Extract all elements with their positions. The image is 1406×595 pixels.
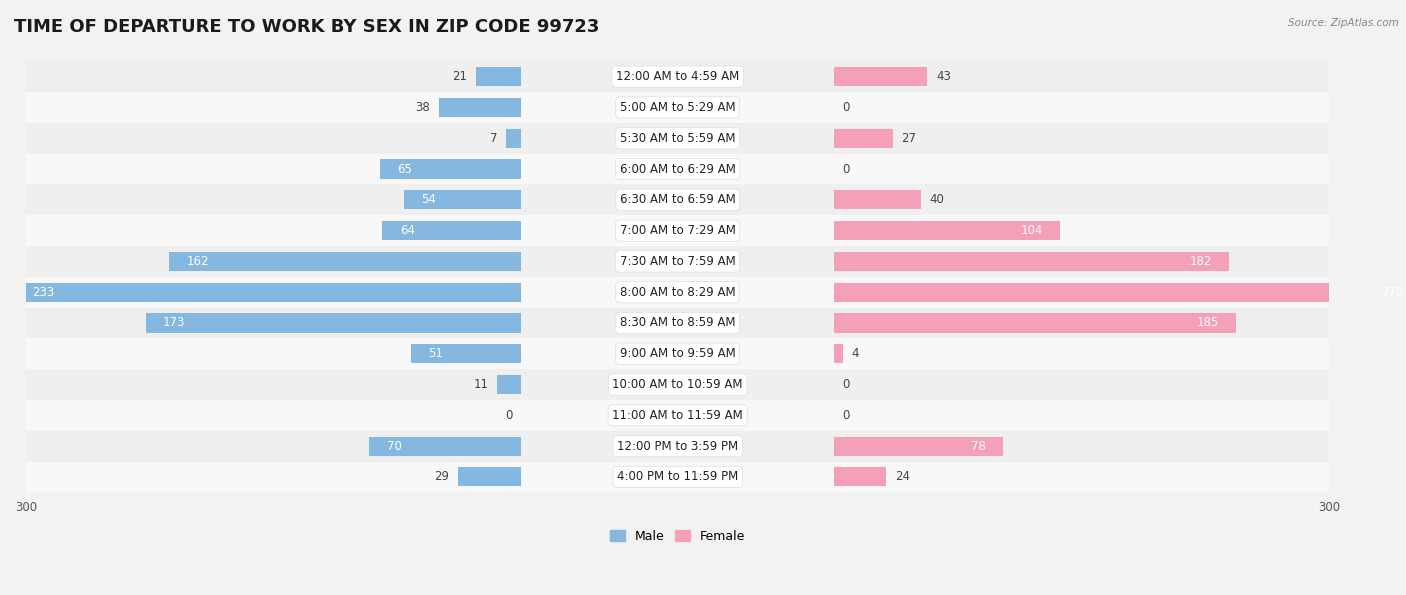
Text: 270: 270 — [1381, 286, 1403, 299]
Text: 0: 0 — [505, 409, 513, 422]
Text: 173: 173 — [163, 317, 186, 330]
Text: 64: 64 — [399, 224, 415, 237]
Text: 185: 185 — [1197, 317, 1219, 330]
Text: 8:30 AM to 8:59 AM: 8:30 AM to 8:59 AM — [620, 317, 735, 330]
Text: TIME OF DEPARTURE TO WORK BY SEX IN ZIP CODE 99723: TIME OF DEPARTURE TO WORK BY SEX IN ZIP … — [14, 18, 599, 36]
Text: 21: 21 — [451, 70, 467, 83]
Text: 54: 54 — [422, 193, 436, 206]
Bar — [834, 345, 842, 364]
Bar — [458, 468, 522, 487]
Text: 11:00 AM to 11:59 AM: 11:00 AM to 11:59 AM — [612, 409, 742, 422]
Bar — [146, 314, 522, 333]
Legend: Male, Female: Male, Female — [605, 525, 751, 548]
Text: 65: 65 — [398, 162, 412, 176]
Bar — [27, 400, 1329, 431]
Text: 29: 29 — [434, 471, 450, 483]
Bar — [370, 437, 522, 456]
Text: 9:00 AM to 9:59 AM: 9:00 AM to 9:59 AM — [620, 347, 735, 360]
Bar — [411, 345, 522, 364]
Bar — [15, 283, 522, 302]
Text: 0: 0 — [842, 409, 851, 422]
Text: 0: 0 — [842, 101, 851, 114]
Bar — [27, 339, 1329, 369]
Bar — [834, 190, 921, 209]
Text: 78: 78 — [972, 440, 986, 453]
Bar — [834, 67, 928, 86]
Bar — [475, 67, 522, 86]
Bar — [27, 277, 1329, 308]
Text: 11: 11 — [474, 378, 489, 391]
Text: 0: 0 — [842, 378, 851, 391]
Bar — [27, 462, 1329, 492]
Bar — [27, 308, 1329, 339]
Bar — [27, 123, 1329, 154]
Bar — [27, 184, 1329, 215]
Text: 51: 51 — [427, 347, 443, 360]
Text: 162: 162 — [187, 255, 209, 268]
Bar — [27, 369, 1329, 400]
Text: 8:00 AM to 8:29 AM: 8:00 AM to 8:29 AM — [620, 286, 735, 299]
Text: 4:00 PM to 11:59 PM: 4:00 PM to 11:59 PM — [617, 471, 738, 483]
Bar — [27, 246, 1329, 277]
Text: 6:00 AM to 6:29 AM: 6:00 AM to 6:29 AM — [620, 162, 735, 176]
Text: 7:30 AM to 7:59 AM: 7:30 AM to 7:59 AM — [620, 255, 735, 268]
Bar — [404, 190, 522, 209]
Text: 38: 38 — [415, 101, 430, 114]
Bar — [439, 98, 522, 117]
Text: 12:00 PM to 3:59 PM: 12:00 PM to 3:59 PM — [617, 440, 738, 453]
Text: 6:30 AM to 6:59 AM: 6:30 AM to 6:59 AM — [620, 193, 735, 206]
Text: 5:30 AM to 5:59 AM: 5:30 AM to 5:59 AM — [620, 131, 735, 145]
Bar — [834, 129, 893, 148]
Bar — [834, 437, 1004, 456]
Text: 24: 24 — [894, 471, 910, 483]
Bar — [834, 221, 1060, 240]
Text: 0: 0 — [842, 162, 851, 176]
Bar — [27, 215, 1329, 246]
Bar — [27, 431, 1329, 462]
Text: 7:00 AM to 7:29 AM: 7:00 AM to 7:29 AM — [620, 224, 735, 237]
Text: 43: 43 — [936, 70, 950, 83]
Text: 27: 27 — [901, 131, 917, 145]
Bar — [506, 129, 522, 148]
Text: 10:00 AM to 10:59 AM: 10:00 AM to 10:59 AM — [613, 378, 742, 391]
Bar — [382, 221, 522, 240]
Bar — [27, 154, 1329, 184]
Bar — [834, 468, 886, 487]
Text: Source: ZipAtlas.com: Source: ZipAtlas.com — [1288, 18, 1399, 28]
Text: 70: 70 — [387, 440, 402, 453]
Text: 104: 104 — [1021, 224, 1043, 237]
Bar — [834, 283, 1406, 302]
Text: 7: 7 — [489, 131, 498, 145]
Text: 233: 233 — [32, 286, 55, 299]
Text: 5:00 AM to 5:29 AM: 5:00 AM to 5:29 AM — [620, 101, 735, 114]
Text: 12:00 AM to 4:59 AM: 12:00 AM to 4:59 AM — [616, 70, 740, 83]
Bar — [169, 252, 522, 271]
Bar — [498, 375, 522, 394]
Text: 4: 4 — [852, 347, 859, 360]
Text: 40: 40 — [929, 193, 945, 206]
Bar — [380, 159, 522, 178]
Bar — [834, 252, 1229, 271]
Bar — [27, 61, 1329, 92]
Text: 182: 182 — [1189, 255, 1212, 268]
Bar — [27, 92, 1329, 123]
Bar — [834, 314, 1236, 333]
